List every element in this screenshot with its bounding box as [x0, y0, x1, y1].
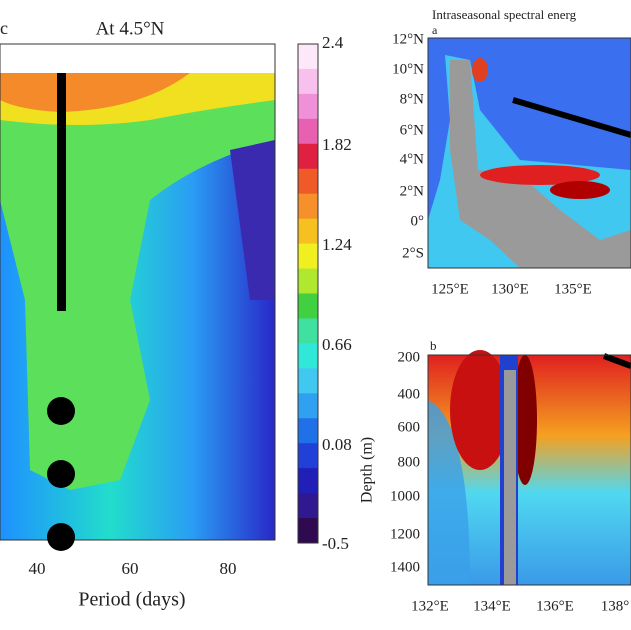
label: At 4.5°N [96, 18, 165, 39]
colorbar-step [298, 368, 318, 394]
label: 130°E [491, 281, 529, 297]
dot [47, 523, 75, 551]
colorbar-step [298, 293, 318, 319]
axes-frame [427, 37, 631, 269]
colorbar [297, 43, 319, 544]
label: 12°N [392, 31, 424, 47]
label: Period (days) [78, 589, 185, 611]
label: 0° [411, 213, 425, 229]
label: 0.08 [322, 435, 352, 454]
label: 2°S [402, 245, 424, 261]
panel-c [0, 43, 319, 551]
panel-a [427, 37, 631, 269]
colorbar-step [298, 268, 318, 294]
label: 1.82 [322, 135, 352, 154]
label: 200 [398, 349, 421, 365]
label: b [430, 338, 437, 353]
map-field [550, 181, 610, 199]
label: 2°N [400, 183, 424, 199]
colorbar-step [298, 93, 318, 120]
colorbar-step [298, 243, 318, 270]
section-field [450, 350, 510, 470]
label: 1200 [390, 526, 420, 542]
label: 2.4 [322, 33, 344, 52]
bar-mark [57, 73, 66, 311]
colorbar-step [298, 443, 318, 469]
label: 10°N [392, 61, 424, 77]
contour-field [230, 140, 275, 300]
dot [47, 460, 75, 488]
panel-b [427, 350, 631, 586]
colorbar-step [298, 518, 318, 544]
land [504, 370, 516, 585]
colorbar-step [298, 143, 318, 170]
label: 132°E [411, 598, 449, 614]
colorbar-step [298, 318, 318, 344]
dot [47, 397, 75, 425]
section-line [602, 353, 631, 369]
contour-field [0, 73, 190, 112]
label: 60 [122, 559, 139, 578]
colorbar-step [298, 493, 318, 519]
label: 138° [601, 598, 630, 614]
label: 400 [398, 386, 421, 402]
label: Intraseasonal spectral energ [432, 7, 577, 22]
label: 125°E [431, 281, 469, 297]
colorbar-step [298, 418, 318, 444]
colorbar-step [298, 343, 318, 369]
label: 1000 [390, 488, 420, 504]
colorbar-step [298, 168, 318, 195]
colorbar-step [298, 218, 318, 245]
colorbar-step [298, 393, 318, 419]
label: 6°N [400, 122, 424, 138]
colorbar-step [298, 193, 318, 220]
label: 800 [398, 454, 421, 470]
label: -0.5 [322, 534, 349, 553]
label: 40 [29, 559, 46, 578]
label: 80 [220, 559, 237, 578]
label: a [432, 23, 438, 37]
axes-frame [427, 354, 631, 586]
map-field [480, 165, 600, 185]
colorbar-step [298, 468, 318, 494]
label: 8°N [400, 91, 424, 107]
colorbar-frame [297, 43, 319, 544]
section-field [428, 400, 470, 585]
map-field [472, 58, 488, 82]
label: 1.24 [322, 235, 352, 254]
colorbar-step [298, 118, 318, 145]
section-field [513, 355, 537, 485]
label: 600 [398, 419, 421, 435]
section-line [512, 97, 631, 138]
label: 0.66 [322, 335, 352, 354]
land [450, 60, 631, 268]
label: 1400 [390, 559, 420, 575]
label: 135°E [554, 281, 592, 297]
label: 136°E [536, 598, 574, 614]
labels: c At 4.5°N 40 60 80 Period (days) 2.4 1.82 1.24 0… [0, 7, 629, 614]
label: 134°E [473, 598, 511, 614]
blank [0, 44, 275, 73]
contour-field [0, 73, 275, 490]
colorbar-step [298, 68, 318, 95]
axes-frame [0, 43, 276, 541]
label: Depth (m) [359, 437, 376, 503]
colorbar-step [298, 44, 318, 70]
label: 4°N [400, 151, 424, 167]
label: c [0, 18, 8, 38]
